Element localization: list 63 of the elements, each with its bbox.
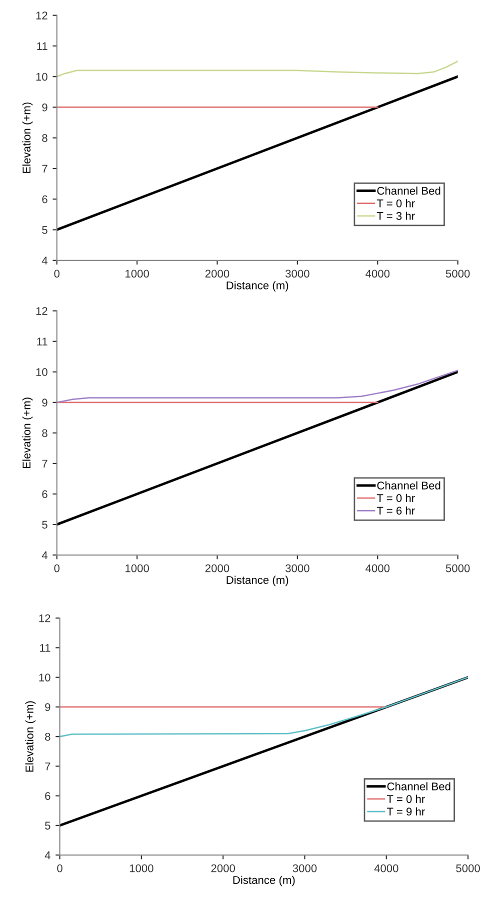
y-tick-label: 9	[45, 703, 50, 712]
legend-label: T = 0 hr	[386, 794, 425, 803]
y-tick-label: 5	[45, 822, 50, 830]
y-axis-title: Elevation (+m)	[22, 102, 33, 173]
y-tick-label: 7	[42, 164, 48, 173]
y-tick-label: 11	[37, 42, 48, 50]
y-tick-label: 4	[42, 551, 48, 560]
line-series	[56, 60, 458, 78]
y-tick-label: 12	[36, 307, 48, 315]
x-tick-label: 5000	[446, 270, 470, 278]
x-axis-title: Distance (m)	[226, 576, 288, 586]
x-tick-label: 1000	[126, 270, 149, 278]
x-axis-title: Distance (m)	[226, 281, 288, 292]
x-tick-label: 4000	[366, 564, 390, 572]
line-series	[60, 676, 468, 738]
y-tick-label: 6	[42, 195, 48, 204]
y-axis-title: Elevation (+m)	[22, 398, 33, 468]
x-tick-label: 4000	[366, 270, 390, 278]
y-tick-label: 7	[42, 460, 48, 468]
x-tick-label: 3000	[292, 864, 317, 872]
legend-label: T = 9 hr	[386, 807, 425, 816]
y-tick-label: 11	[37, 338, 48, 346]
y-tick-label: 8	[42, 134, 48, 142]
x-tick-label: 4000	[374, 864, 398, 872]
legend-label: T = 0 hr	[376, 199, 415, 208]
x-tick-label: 2000	[211, 864, 235, 872]
x-tick-label: 1000	[126, 564, 149, 572]
y-axis-title: Elevation (+m)	[25, 701, 36, 772]
y-tick-label: 6	[42, 490, 48, 498]
y-tick-label: 6	[45, 792, 50, 800]
legend-label: Channel Bed	[377, 186, 440, 195]
x-tick-label: 2000	[205, 270, 230, 278]
legend-label: T = 0 hr	[376, 494, 415, 502]
y-tick-label: 12	[39, 614, 50, 622]
x-tick-label: 2000	[205, 564, 230, 572]
y-tick-label: 10	[36, 368, 48, 376]
x-tick-label: 3000	[286, 270, 310, 278]
y-tick-label: 7	[45, 762, 50, 770]
y-tick-label: 5	[42, 520, 48, 529]
x-tick-label: 5000	[456, 864, 480, 872]
x-tick-label: 3000	[286, 564, 310, 572]
legend-label: T = 6 hr	[376, 506, 415, 515]
y-tick-label: 9	[42, 398, 48, 407]
y-tick-label: 4	[44, 851, 50, 860]
y-tick-label: 11	[40, 644, 50, 652]
y-tick-label: 5	[42, 226, 48, 234]
y-tick-label: 4	[42, 256, 48, 264]
legend-label: Channel Bed	[387, 782, 450, 790]
x-tick-label: 5000	[446, 564, 470, 572]
y-tick-label: 9	[42, 103, 48, 112]
x-axis-title: Distance (m)	[233, 876, 295, 886]
legend-label: Channel Bed	[377, 481, 440, 490]
y-tick-label: 10	[39, 674, 50, 682]
x-tick-label: 0	[54, 564, 60, 572]
x-tick-label: 1000	[130, 864, 154, 872]
legend-label: T = 3 hr	[376, 212, 415, 220]
y-tick-label: 12	[36, 12, 48, 20]
line-series	[56, 370, 458, 404]
y-tick-label: 8	[42, 429, 48, 438]
x-tick-label: 0	[54, 270, 60, 278]
y-tick-label: 10	[36, 72, 48, 81]
x-tick-label: 0	[57, 864, 62, 872]
y-tick-label: 8	[45, 732, 50, 741]
